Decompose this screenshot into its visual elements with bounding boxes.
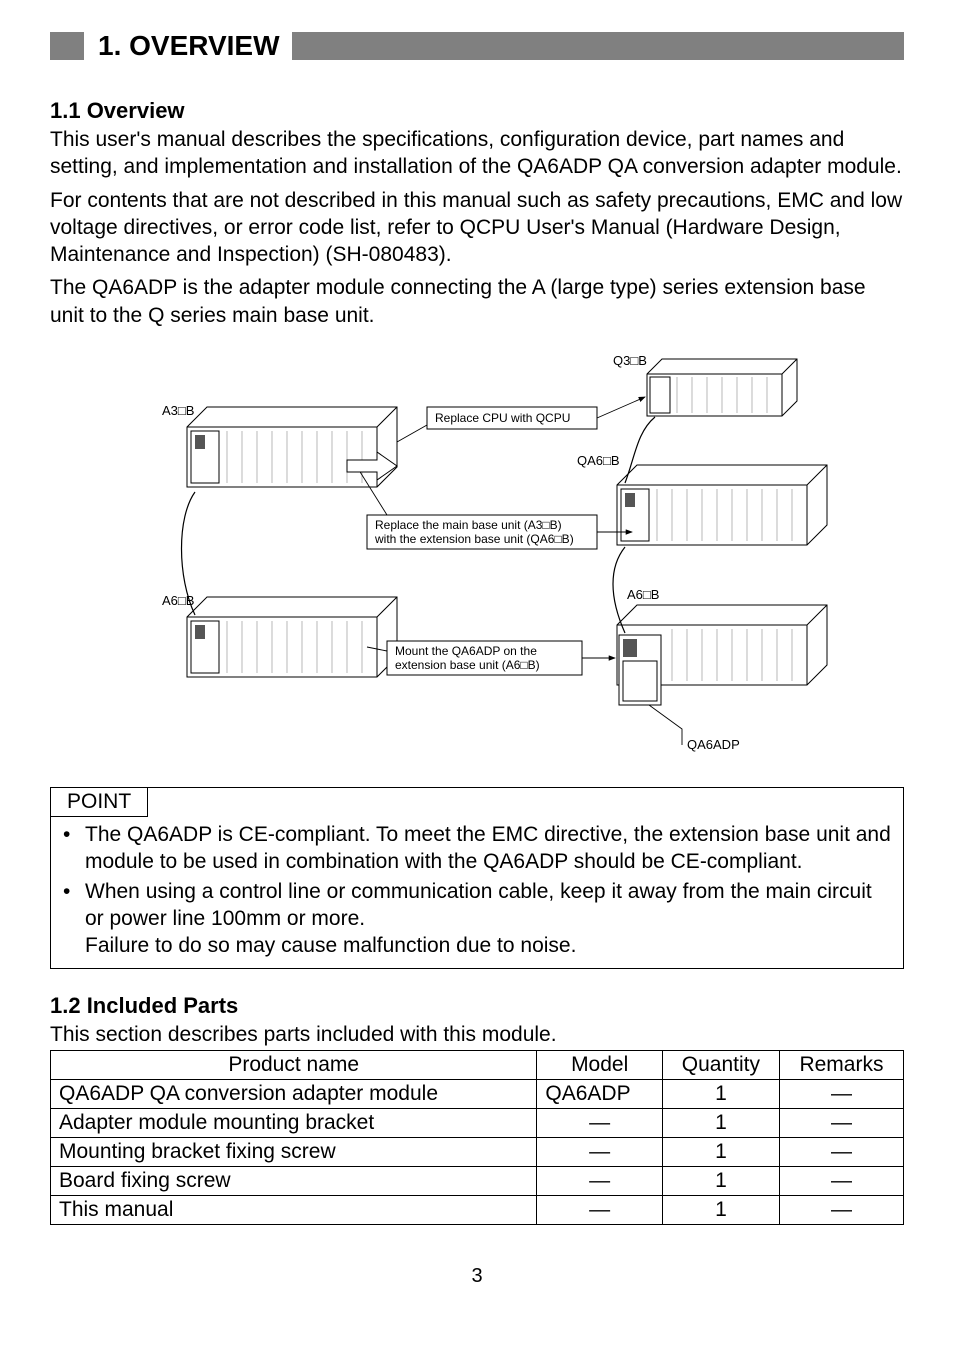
- note-1-text: Replace CPU with QCPU: [435, 411, 570, 425]
- overview-p3: The QA6ADP is the adapter module connect…: [50, 274, 904, 329]
- label-qa6b: QA6□B: [577, 453, 620, 468]
- cell: —: [779, 1137, 903, 1166]
- table-row: Adapter module mounting bracket — 1 —: [51, 1108, 904, 1137]
- point-2-line2: Failure to do so may cause malfunction d…: [85, 932, 891, 959]
- point-callout: POINT • The QA6ADP is CE-compliant. To m…: [50, 787, 904, 968]
- cell: 1: [662, 1079, 779, 1108]
- point-2-line1: When using a control line or communicati…: [85, 878, 891, 933]
- rack-a6b-left: [187, 597, 397, 677]
- note-2a: Replace the main base unit (A3□B): [375, 518, 562, 532]
- col-qty: Quantity: [662, 1050, 779, 1079]
- rack-a6b-right: [617, 605, 827, 705]
- cell: —: [779, 1195, 903, 1224]
- header-accent-block: [50, 32, 84, 60]
- table-row: QA6ADP QA conversion adapter module QA6A…: [51, 1079, 904, 1108]
- point-label: POINT: [51, 788, 148, 817]
- cell: Mounting bracket fixing screw: [51, 1137, 537, 1166]
- bullet-icon: •: [63, 878, 85, 960]
- table-row: This manual — 1 —: [51, 1195, 904, 1224]
- cell: Adapter module mounting bracket: [51, 1108, 537, 1137]
- included-intro: This section describes parts included wi…: [50, 1021, 904, 1048]
- table-row: Board fixing screw — 1 —: [51, 1166, 904, 1195]
- subheading-1-1: 1.1 Overview: [50, 98, 904, 124]
- rack-qa6b: [617, 465, 827, 545]
- page-number: 3: [50, 1265, 904, 1288]
- rack-a3b: [187, 407, 397, 487]
- cell: QA6ADP QA conversion adapter module: [51, 1079, 537, 1108]
- note-3b: extension base unit (A6□B): [395, 658, 540, 672]
- table-body: QA6ADP QA conversion adapter module QA6A…: [51, 1079, 904, 1224]
- cell: —: [537, 1195, 663, 1224]
- cell: 1: [662, 1108, 779, 1137]
- label-q3b: Q3□B: [613, 353, 647, 368]
- cell: —: [779, 1108, 903, 1137]
- cell: Board fixing screw: [51, 1166, 537, 1195]
- table-row: Mounting bracket fixing screw — 1 —: [51, 1137, 904, 1166]
- header-strike: [292, 32, 904, 60]
- included-parts-table: Product name Model Quantity Remarks QA6A…: [50, 1050, 904, 1225]
- conversion-diagram: A3□B A6□B: [50, 347, 904, 767]
- point-item-1: • The QA6ADP is CE-compliant. To meet th…: [63, 821, 891, 876]
- cell: —: [779, 1166, 903, 1195]
- col-product: Product name: [51, 1050, 537, 1079]
- point-item-2: • When using a control line or communica…: [63, 878, 891, 960]
- section-title: 1. OVERVIEW: [98, 30, 280, 62]
- subheading-1-2: 1.2 Included Parts: [50, 993, 904, 1019]
- point-body: • The QA6ADP is CE-compliant. To meet th…: [51, 817, 903, 967]
- cell: 1: [662, 1195, 779, 1224]
- cell: QA6ADP: [537, 1079, 663, 1108]
- cell: —: [537, 1137, 663, 1166]
- leader-1b: [597, 397, 645, 418]
- section-header: 1. OVERVIEW: [50, 30, 904, 62]
- note-3a: Mount the QA6ADP on the: [395, 644, 537, 658]
- label-qa6adp: QA6ADP: [687, 737, 740, 752]
- overview-p1: This user's manual describes the specifi…: [50, 126, 904, 181]
- cell: —: [537, 1166, 663, 1195]
- cell: 1: [662, 1137, 779, 1166]
- bullet-icon: •: [63, 821, 85, 876]
- label-a6b-right: A6□B: [627, 587, 659, 602]
- diagram-svg: A3□B A6□B: [87, 347, 867, 767]
- col-model: Model: [537, 1050, 663, 1079]
- table-header-row: Product name Model Quantity Remarks: [51, 1050, 904, 1079]
- cell: 1: [662, 1166, 779, 1195]
- rack-q3b: [647, 359, 797, 416]
- cell: —: [779, 1079, 903, 1108]
- section-1-1: 1.1 Overview This user's manual describe…: [50, 98, 904, 329]
- qa6adp-leader: [649, 705, 682, 745]
- label-a3b: A3□B: [162, 403, 194, 418]
- cell: This manual: [51, 1195, 537, 1224]
- col-remarks: Remarks: [779, 1050, 903, 1079]
- note-2b: with the extension base unit (QA6□B): [374, 532, 574, 546]
- point-1-text: The QA6ADP is CE-compliant. To meet the …: [85, 821, 891, 876]
- leader-1a: [397, 425, 427, 442]
- overview-p2: For contents that are not described in t…: [50, 187, 904, 269]
- cell: —: [537, 1108, 663, 1137]
- section-1-2: 1.2 Included Parts This section describe…: [50, 993, 904, 1225]
